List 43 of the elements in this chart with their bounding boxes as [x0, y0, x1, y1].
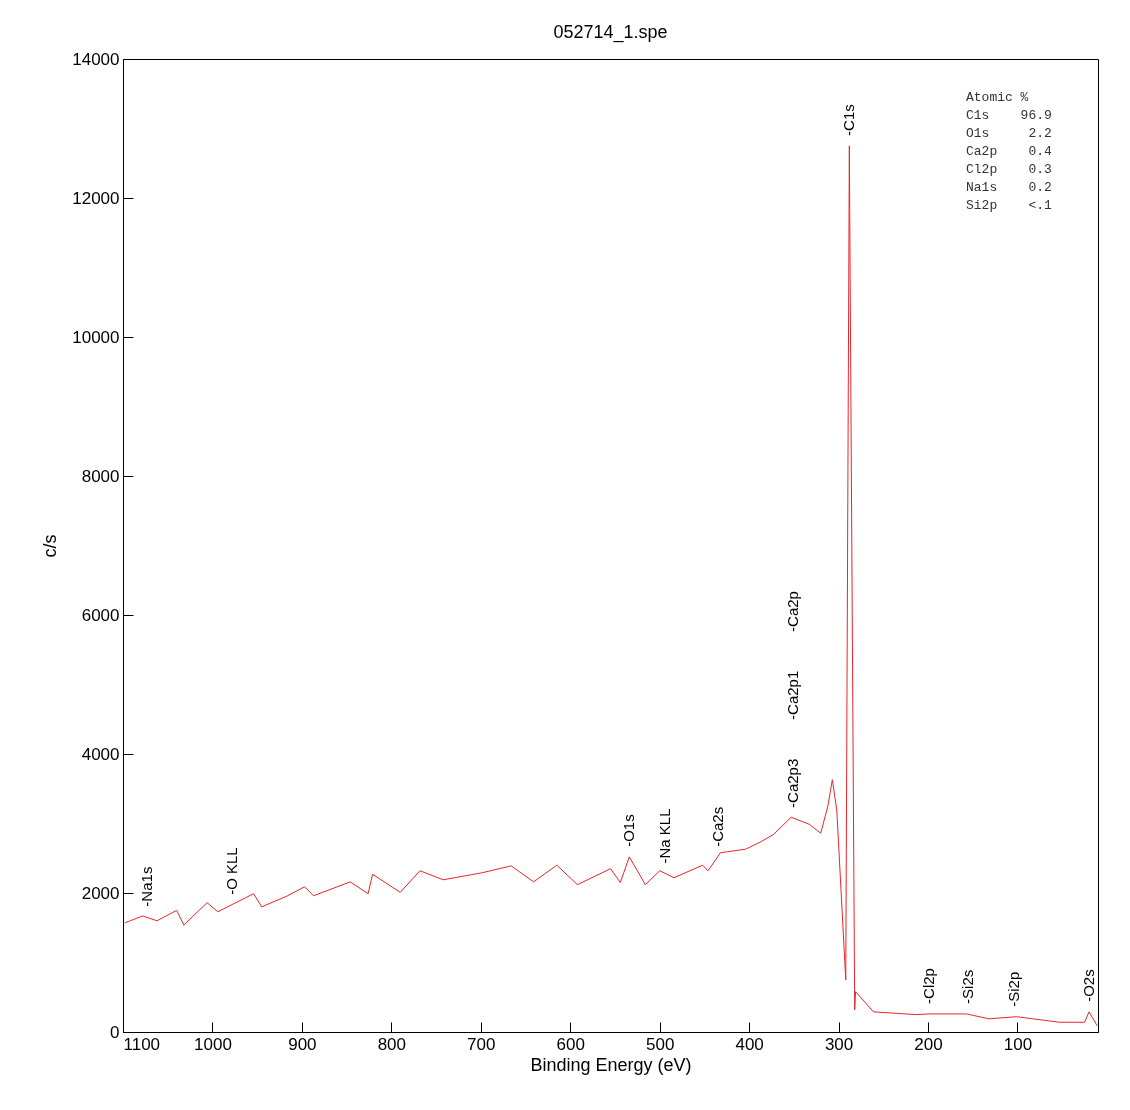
y-tick-label: 2000 [81, 883, 120, 903]
x-tick-label: 300 [824, 1034, 854, 1054]
annotation: -Ca2p3 [783, 758, 801, 808]
annotation: Atomic % [966, 90, 1029, 105]
annotation: O1s 2.2 [966, 126, 1052, 141]
y-tick-label: 12000 [72, 188, 120, 208]
annotation: -Ca2p1 [783, 670, 801, 720]
chart-title: 052714_1.spe [553, 22, 668, 43]
y-tick-label: 8000 [81, 466, 120, 486]
annotation: Cl2p 0.3 [966, 162, 1052, 177]
x-axis-title: Binding Energy (eV) [530, 1054, 692, 1075]
x-tick-label: 800 [377, 1034, 407, 1054]
y-axis-title: c/s [40, 534, 61, 558]
x-tick-label: 1000 [194, 1034, 232, 1054]
annotation: -O KLL [223, 847, 241, 895]
annotation: -Ca2p [783, 591, 801, 632]
annotation: Na1s 0.2 [966, 180, 1052, 195]
y-tick-label: 6000 [81, 605, 120, 625]
y-tick-label: 0 [110, 1022, 120, 1042]
annotation: -Na KLL [656, 808, 674, 864]
annotation: -O2s [1080, 969, 1098, 1002]
annotation: C1s 96.9 [966, 108, 1052, 123]
x-tick-label: 900 [288, 1034, 317, 1054]
y-tick-label: 10000 [72, 327, 120, 347]
x-tick-label: 400 [735, 1034, 764, 1054]
annotation: -Si2p [1004, 971, 1022, 1007]
x-tick-label: 600 [556, 1034, 585, 1054]
y-tick-label: 14000 [72, 49, 120, 69]
annotation: -O1s [620, 814, 638, 847]
y-tick-label: 4000 [81, 744, 120, 764]
annotation: -Na1s [138, 866, 156, 907]
annotation: -Cl2p [919, 968, 937, 1004]
x-tick-label: 700 [467, 1034, 496, 1054]
annotation: Ca2p 0.4 [966, 144, 1053, 159]
x-tick-label: 100 [1003, 1034, 1033, 1054]
x-tick-label: 500 [646, 1034, 675, 1054]
annotation: Si2p <.1 [966, 198, 1053, 213]
annotation: -Ca2s [708, 806, 726, 847]
x-tick-label: 1100 [123, 1034, 161, 1054]
x-tick-label: 200 [914, 1034, 943, 1054]
annotation: -C1s [840, 104, 858, 136]
annotation: -Si2s [959, 969, 977, 1004]
line-series [124, 145, 1098, 1027]
